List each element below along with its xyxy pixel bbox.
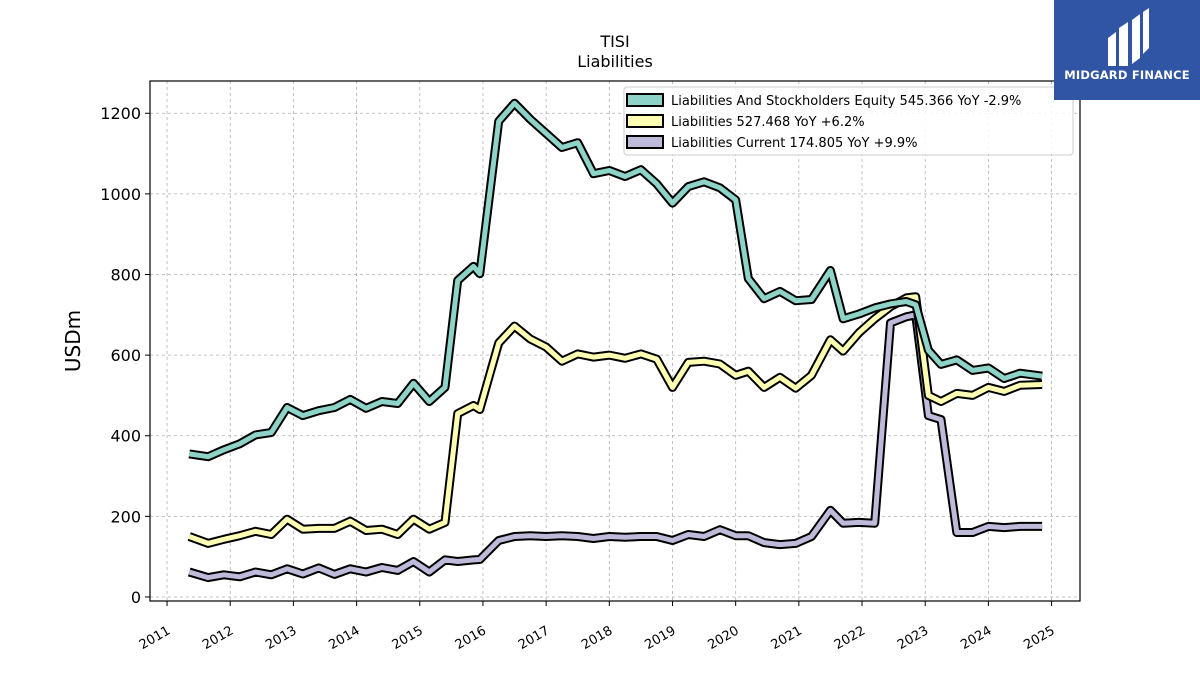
axes: 0 200 400 600 800 1000 1200 2011 2012 2013 2014 201…: [100, 104, 1057, 653]
x-tick-label: 2022: [832, 623, 868, 653]
plot-frame: [149, 80, 1081, 602]
legend-swatch: [626, 135, 664, 149]
y-tick-label: 1200: [100, 104, 141, 123]
y-tick-label: 1000: [100, 185, 141, 204]
x-tick-label: 2019: [642, 623, 678, 653]
x-tick-label: 2015: [390, 623, 426, 653]
x-tick-label: 2012: [200, 623, 236, 653]
brand-name: MIDGARD FINANCE: [1064, 68, 1190, 82]
legend: Liabilities And Stockholders Equity 545.…: [623, 86, 1074, 156]
x-tick-label: 2014: [326, 623, 362, 653]
series-line-outline: [188, 98, 1043, 462]
x-tick-label: 2024: [958, 623, 994, 653]
legend-swatch: [626, 114, 664, 128]
legend-label: Liabilities Current 174.805 YoY +9.9%: [671, 136, 918, 151]
legend-label: Liabilities 527.468 YoY +6.2%: [671, 115, 865, 130]
x-tick-label: 2025: [1021, 623, 1057, 653]
series-lines: [187, 98, 1043, 583]
y-tick-label: 200: [110, 507, 141, 526]
x-tick-label: 2020: [706, 623, 742, 653]
series-line: [188, 100, 1043, 460]
series-line: [188, 312, 1043, 581]
brand-logo: MIDGARD FINANCE: [1054, 0, 1200, 100]
x-tick-label: 2013: [263, 623, 299, 653]
x-tick-label: 2021: [769, 623, 805, 653]
y-tick-label: 800: [110, 265, 141, 284]
x-tick-label: 2023: [895, 623, 931, 653]
y-tick-label: 600: [110, 346, 141, 365]
chart-title: TISI: [599, 32, 629, 51]
legend-label: Liabilities And Stockholders Equity 545.…: [671, 94, 1021, 109]
chart-subtitle: Liabilities: [577, 52, 653, 71]
x-tick-label: 2011: [137, 623, 173, 653]
x-tick-label: 2017: [516, 623, 552, 653]
y-tick-label: 400: [110, 427, 141, 446]
x-tick-label: 2016: [453, 623, 489, 653]
midgard-logo-icon: [1108, 8, 1149, 66]
x-tick-label: 2018: [579, 623, 615, 653]
y-tick-label: 0: [131, 588, 141, 607]
legend-box: [623, 86, 1074, 156]
y-axis-label: USDm: [61, 310, 85, 372]
legend-swatch: [626, 93, 664, 107]
